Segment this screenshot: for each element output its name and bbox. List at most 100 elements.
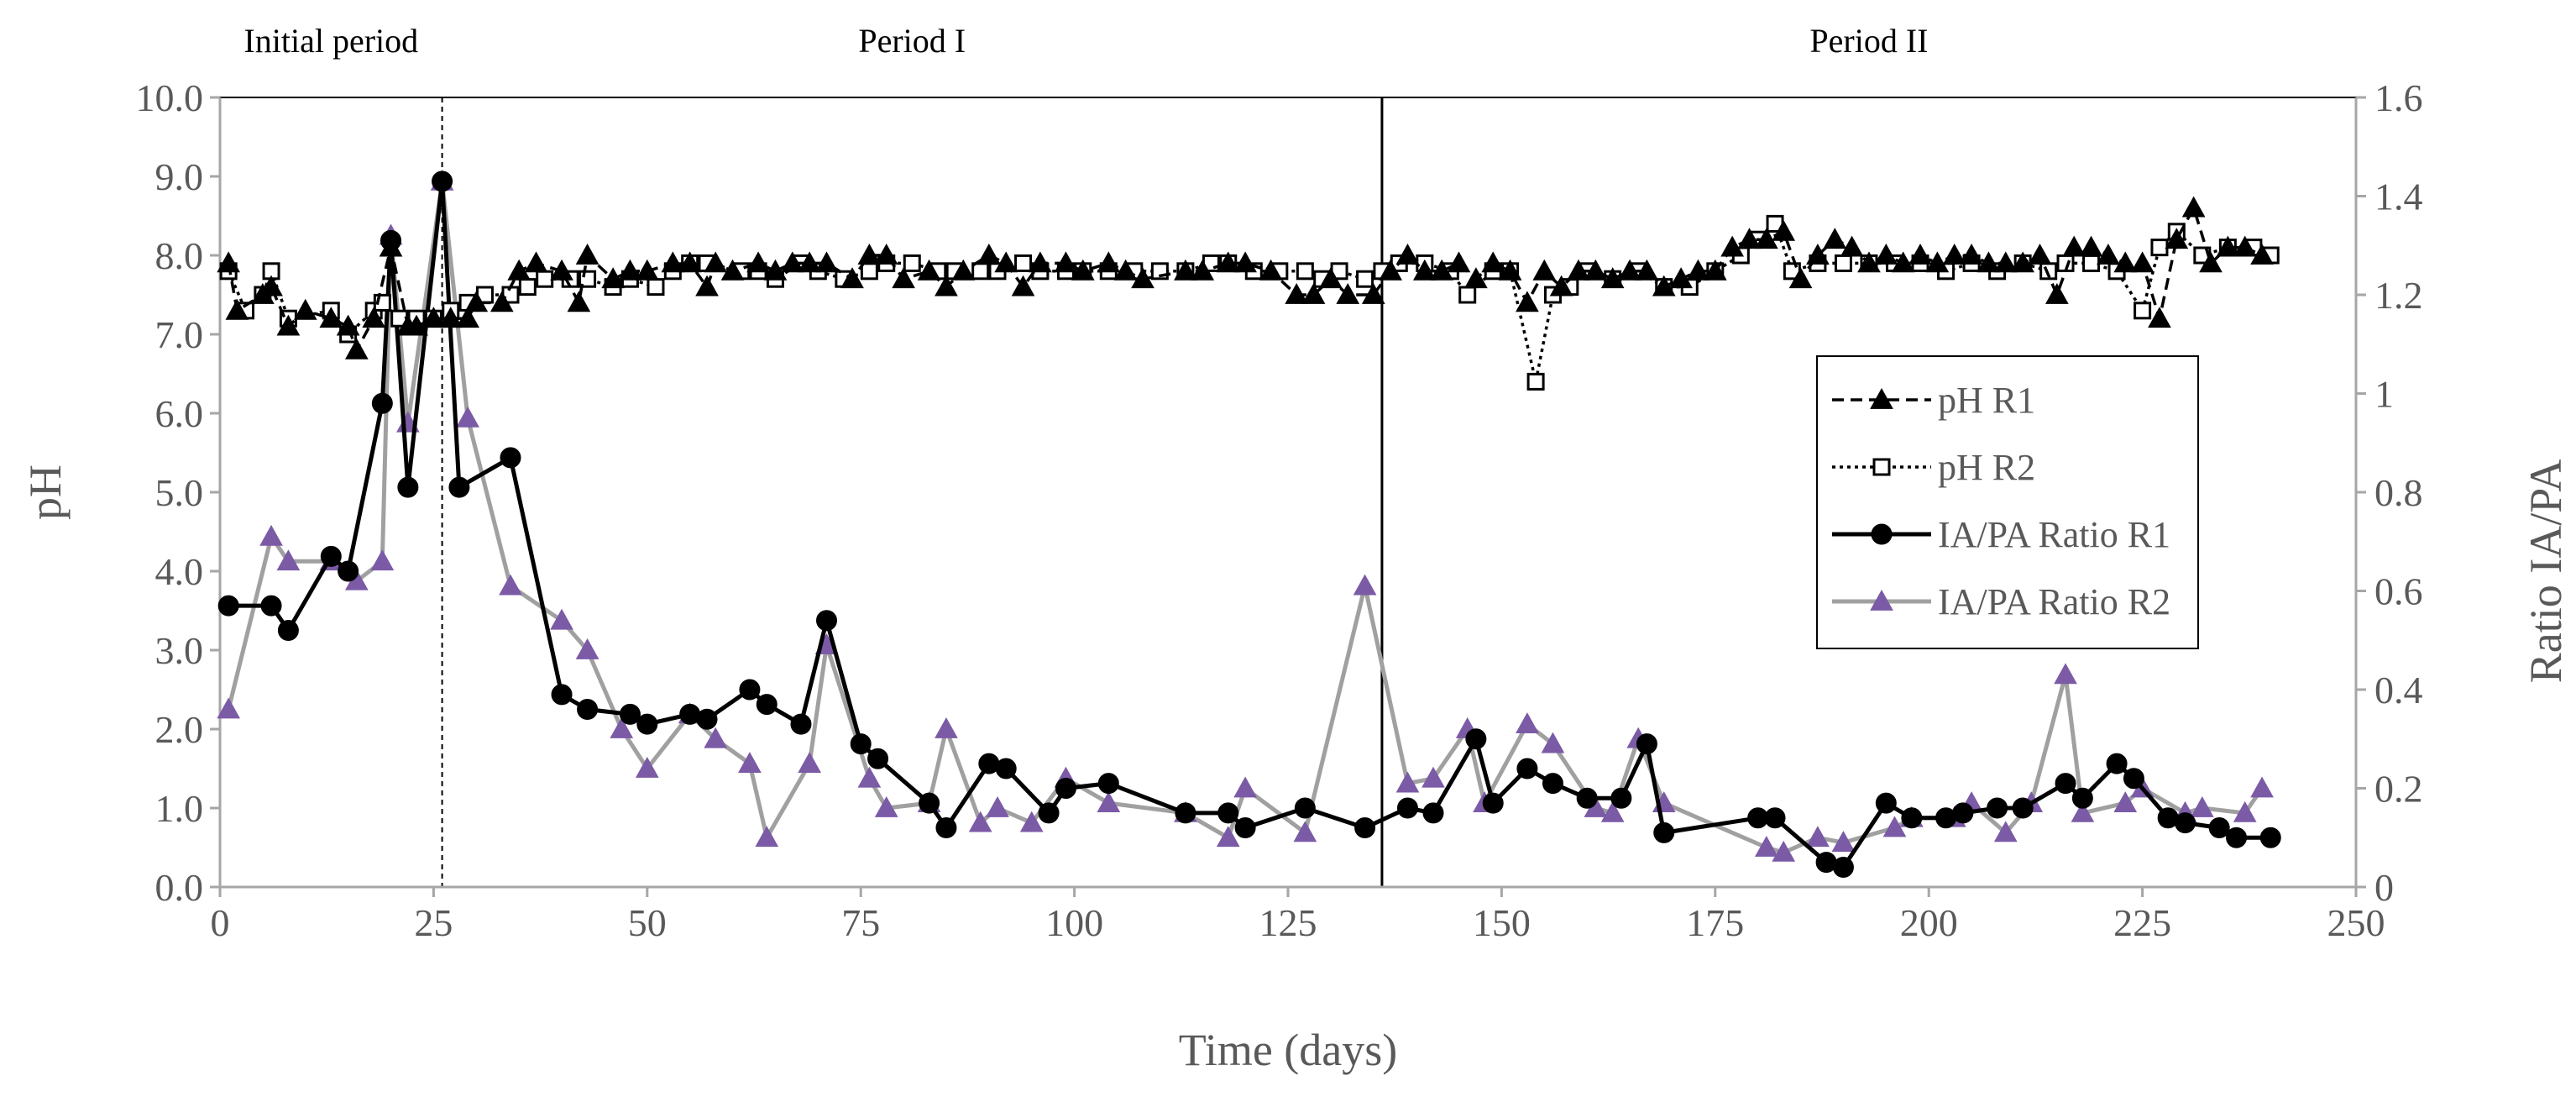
data-point	[1354, 817, 1376, 838]
data-point	[2071, 787, 2093, 809]
y-left-tick-label: 3.0	[155, 629, 204, 672]
data-point	[601, 267, 625, 289]
data-point	[277, 620, 299, 641]
data-point	[1191, 259, 1215, 281]
data-point	[1422, 802, 1444, 824]
data-point	[320, 545, 342, 567]
y-axis-right-title: Ratio IA/PA	[2521, 459, 2571, 684]
data-point	[1532, 259, 1557, 281]
y-left-tick-label: 0.0	[155, 866, 204, 909]
y-right-tick-label: 1.6	[2374, 76, 2423, 119]
x-tick-label: 125	[1259, 901, 1317, 944]
data-point	[935, 716, 958, 738]
y-left-tick-label: 7.0	[155, 313, 204, 356]
data-point	[1993, 821, 2018, 842]
legend: pH R1 pH R2 IA/PA Ratio R1 IA/PA Ratio R2	[1816, 355, 2199, 649]
data-point	[763, 259, 788, 281]
data-point	[1097, 773, 1119, 795]
data-point	[1234, 817, 1256, 838]
data-point	[892, 267, 915, 289]
data-point	[874, 795, 898, 817]
data-point	[860, 262, 878, 281]
data-point	[1952, 802, 1974, 824]
data-point	[1293, 821, 1317, 842]
data-point	[635, 259, 659, 281]
data-point	[1720, 235, 1745, 257]
y-axis-right-ticks: 0 0.2 0.4 0.6 0.8 1 1.2 1.4 1.6	[2356, 76, 2423, 909]
data-point	[636, 713, 658, 735]
data-point	[618, 259, 642, 281]
data-point	[551, 684, 573, 706]
data-point	[1942, 243, 1966, 265]
data-point	[814, 251, 839, 273]
data-point	[1567, 259, 1590, 281]
data-point	[217, 595, 239, 617]
data-point	[1977, 251, 2001, 273]
period-dividers	[441, 97, 1384, 887]
data-point	[704, 251, 728, 273]
data-point	[344, 338, 369, 360]
data-point	[2190, 795, 2214, 817]
series-3	[217, 171, 2281, 878]
legend-item: pH R2	[1832, 447, 2035, 488]
y-axis-left-ticks: 0.0 1.0 2.0 3.0 4.0 5.0 6.0 7.0 8.0 9.0 10.0	[136, 76, 220, 909]
data-point	[1097, 791, 1121, 813]
period-label: Initial period	[243, 22, 418, 60]
data-point	[1875, 792, 1897, 814]
data-point	[780, 251, 804, 273]
x-axis-ticks: 0 25 50 75 100 125 150 175 200 225 250	[211, 887, 2385, 944]
data-point	[1294, 797, 1316, 819]
data-point	[2106, 753, 2128, 774]
data-point	[575, 243, 599, 265]
data-point	[986, 795, 1009, 817]
data-point	[1464, 267, 1488, 289]
y-right-tick-label: 1	[2374, 373, 2394, 416]
data-point	[935, 275, 958, 297]
data-point	[1217, 802, 1239, 824]
data-point	[1806, 243, 1830, 265]
data-point	[1131, 267, 1154, 289]
x-tick-label: 0	[211, 901, 230, 944]
data-point	[1498, 259, 1522, 281]
y-right-tick-label: 0.4	[2374, 669, 2423, 711]
data-point	[456, 406, 479, 428]
data-point	[1296, 262, 1314, 281]
legend-label: pH R1	[1938, 380, 2035, 421]
data-point	[2150, 239, 2169, 257]
data-point	[1618, 259, 1641, 281]
data-point	[1071, 259, 1095, 281]
data-point	[524, 251, 548, 273]
data-point	[2055, 773, 2076, 795]
data-point	[259, 275, 283, 297]
data-point	[550, 259, 573, 281]
data-point	[1960, 243, 1983, 265]
data-point	[746, 251, 770, 273]
data-point	[260, 595, 282, 617]
data-point	[370, 549, 395, 571]
data-point	[1823, 228, 1847, 249]
data-point	[225, 298, 249, 320]
data-point	[1301, 282, 1326, 304]
data-point	[1772, 840, 1796, 862]
data-point	[405, 314, 428, 336]
data-point	[1874, 243, 1898, 265]
data-point	[610, 716, 634, 738]
data-point	[1834, 254, 1852, 272]
data-point	[1516, 712, 1539, 734]
data-point	[1216, 251, 1240, 273]
data-point	[840, 267, 864, 289]
data-point	[1175, 802, 1196, 824]
data-point	[2165, 228, 2189, 249]
data-point	[1686, 259, 1710, 281]
data-point	[1788, 267, 1813, 289]
data-point	[1353, 574, 1377, 596]
data-point	[815, 610, 837, 632]
data-point	[276, 314, 301, 336]
legend-marker	[1870, 387, 1893, 409]
x-tick-label: 25	[414, 901, 453, 944]
data-point	[217, 697, 241, 719]
data-point	[1233, 251, 1257, 273]
data-point	[1831, 831, 1856, 853]
data-point	[338, 560, 359, 582]
